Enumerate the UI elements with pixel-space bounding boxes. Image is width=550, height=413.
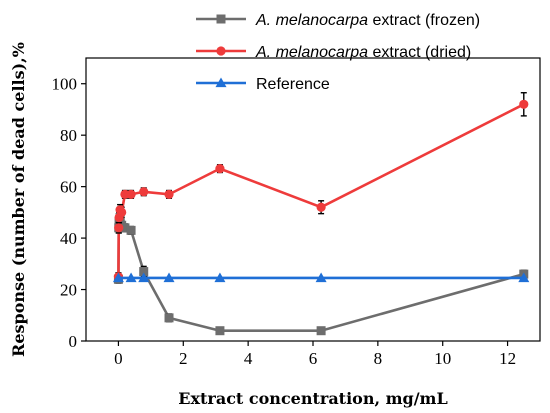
legend-marker bbox=[216, 46, 226, 56]
data-point bbox=[316, 326, 326, 336]
data-point bbox=[125, 272, 137, 283]
data-point bbox=[164, 189, 174, 199]
data-point bbox=[214, 272, 226, 283]
y-tick-label: 0 bbox=[69, 332, 78, 351]
legend-label: A. melanocarpa extract (dried) bbox=[255, 44, 471, 61]
legend-marker bbox=[216, 14, 226, 24]
legend-label-text: extract (dried) bbox=[368, 44, 471, 61]
data-point bbox=[138, 272, 150, 283]
y-tick-label: 80 bbox=[60, 126, 77, 145]
x-tick-label: 4 bbox=[244, 349, 253, 368]
series-1 bbox=[113, 92, 529, 282]
data-point bbox=[518, 272, 530, 283]
data-point bbox=[114, 223, 124, 233]
x-tick-label: 6 bbox=[309, 349, 318, 368]
legend-label-italic: A. melanocarpa bbox=[255, 44, 368, 61]
data-point bbox=[112, 272, 124, 283]
data-point bbox=[316, 202, 326, 212]
legend-label: Reference bbox=[256, 76, 330, 93]
legend-item-0: A. melanocarpa extract (frozen) bbox=[196, 12, 480, 29]
y-tick-label: 100 bbox=[52, 75, 78, 94]
plot-frame bbox=[85, 57, 541, 342]
legend-item-2: Reference bbox=[196, 76, 330, 93]
legend-label: A. melanocarpa extract (frozen) bbox=[255, 12, 480, 29]
data-point bbox=[117, 207, 127, 217]
y-tick-label: 20 bbox=[60, 281, 77, 300]
plot-border bbox=[85, 57, 541, 342]
x-axis-title: Extract concentration, mg/mL bbox=[178, 389, 447, 408]
x-tick-label: 2 bbox=[179, 349, 188, 368]
x-tick-label: 10 bbox=[434, 349, 451, 368]
legend-label-italic: A. melanocarpa bbox=[255, 12, 368, 29]
series-2 bbox=[112, 272, 530, 283]
x-tick-label: 8 bbox=[374, 349, 383, 368]
legend-label-text: extract (frozen) bbox=[368, 12, 480, 29]
data-point bbox=[315, 272, 327, 283]
data-point bbox=[215, 164, 225, 174]
x-tick-label: 12 bbox=[499, 349, 516, 368]
legend-item-1: A. melanocarpa extract (dried) bbox=[196, 44, 471, 61]
series-line bbox=[117, 103, 525, 277]
data-point bbox=[215, 326, 225, 336]
y-tick-label: 60 bbox=[60, 178, 77, 197]
data-point bbox=[126, 189, 136, 199]
data-point bbox=[139, 267, 149, 277]
data-point bbox=[519, 99, 529, 109]
data-point bbox=[163, 272, 175, 283]
data-point bbox=[126, 225, 136, 235]
ticks-layer: 0 2 4 6 8 10 12 0 20 40 60 80 100 bbox=[52, 75, 517, 368]
series-layer bbox=[112, 92, 530, 336]
x-tick-label: 0 bbox=[114, 349, 123, 368]
data-point bbox=[139, 187, 149, 197]
legend: A. melanocarpa extract (frozen)A. melano… bbox=[196, 12, 480, 93]
legend-marker bbox=[215, 77, 227, 88]
data-point bbox=[120, 223, 130, 233]
data-point bbox=[164, 313, 174, 323]
legend-label-text: Reference bbox=[256, 76, 330, 93]
y-axis-title: Response (number of dead cells),% bbox=[9, 42, 28, 357]
y-tick-label: 40 bbox=[60, 229, 77, 248]
